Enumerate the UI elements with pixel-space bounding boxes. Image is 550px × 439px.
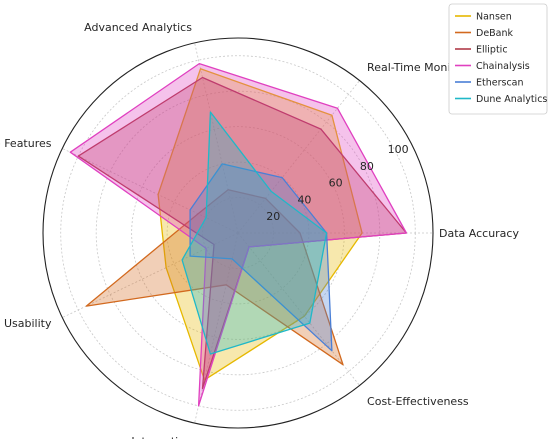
legend: Nansen DeBank Elliptic Chainalysis Etherscan…	[448, 3, 548, 115]
grid-spoke	[194, 42, 239, 234]
radar-series	[69, 62, 408, 407]
series-chainalysis	[69, 62, 408, 407]
grid-circle-60	[131, 126, 345, 340]
r-tick-label-60: 60	[329, 177, 343, 190]
axis-label-advanced-analytics: Advanced Analytics	[84, 21, 192, 34]
radar-grid	[42, 37, 434, 429]
grid-spoke	[62, 148, 239, 234]
grid-circle-40	[166, 161, 310, 305]
legend-label-nansen: Nansen	[476, 12, 512, 23]
axis-label-integration: Integration	[131, 435, 192, 439]
r-tick-label-80: 80	[360, 160, 374, 173]
axis-label-usability: Usability	[4, 317, 52, 330]
series-dune-analytics	[181, 111, 328, 355]
legend-label-etherscan: Etherscan	[476, 78, 524, 89]
grid-spoke	[62, 232, 239, 318]
axis-label-compliance-features: Compliance Features	[0, 137, 52, 150]
grid-spoke	[237, 80, 360, 234]
legend-label-chainalysis: Chainalysis	[476, 61, 530, 72]
legend-label-debank: DeBank	[476, 28, 514, 39]
legend-label-elliptic: Elliptic	[476, 45, 508, 56]
grid-circle-20	[202, 197, 274, 269]
grid-spoke	[194, 232, 239, 424]
axis-label-data-accuracy: Data Accuracy	[439, 227, 519, 240]
outer-frame	[42, 37, 434, 429]
r-tick-label-100: 100	[388, 143, 409, 156]
grid-spoke	[237, 232, 360, 386]
series-debank	[85, 189, 344, 366]
axis-label-cost-effectiveness: Cost-Effectiveness	[367, 395, 469, 408]
legend-label-dune-analytics: Dune Analytics	[476, 94, 547, 105]
r-tick-label-20: 20	[266, 210, 280, 223]
r-tick-label-40: 40	[297, 193, 311, 206]
legend-box	[448, 3, 548, 115]
